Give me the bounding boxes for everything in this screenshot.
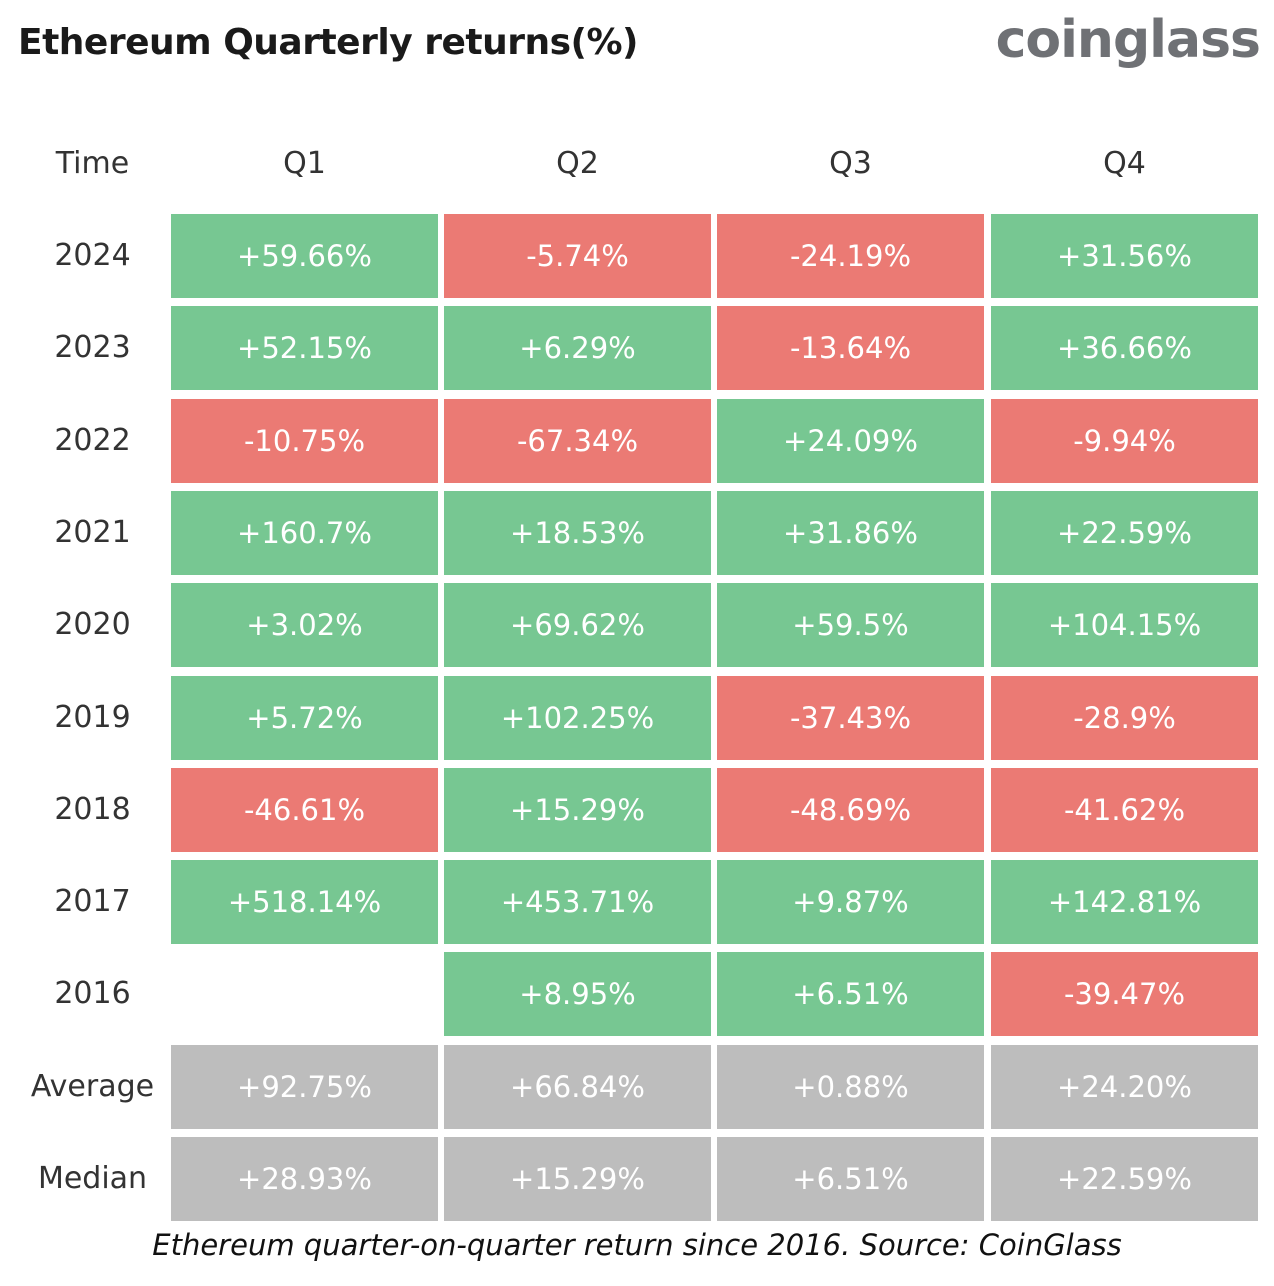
cell-2016-q3: +6.51% bbox=[717, 952, 984, 1036]
cell-2021-q4: +22.59% bbox=[991, 491, 1258, 575]
cell-2017-q4: +142.81% bbox=[991, 860, 1258, 944]
cell-2018-q2: +15.29% bbox=[444, 768, 711, 852]
cell-2022-q3: +24.09% bbox=[717, 399, 984, 483]
cell-2016-q4: -39.47% bbox=[991, 952, 1258, 1036]
cell-2020-q1: +3.02% bbox=[171, 583, 438, 667]
cell-2022-q4: -9.94% bbox=[991, 399, 1258, 483]
cell-average-q3: +0.88% bbox=[717, 1045, 984, 1129]
cell-median-q2: +15.29% bbox=[444, 1137, 711, 1221]
row-label-2021: 2021 bbox=[54, 515, 131, 550]
cell-2023-q1: +52.15% bbox=[171, 306, 438, 390]
figure-caption: Ethereum quarter-on-quarter return since… bbox=[152, 1228, 1122, 1262]
cell-2021-q1: +160.7% bbox=[171, 491, 438, 575]
row-label-median: Median bbox=[37, 1161, 148, 1196]
cell-2018-q3: -48.69% bbox=[717, 768, 984, 852]
cell-2024-q1: +59.66% bbox=[171, 214, 438, 298]
cell-average-q2: +66.84% bbox=[444, 1045, 711, 1129]
cell-2022-q2: -67.34% bbox=[444, 399, 711, 483]
cell-2020-q4: +104.15% bbox=[991, 583, 1258, 667]
cell-2019-q1: +5.72% bbox=[171, 676, 438, 760]
row-label-2016: 2016 bbox=[54, 976, 131, 1011]
row-label-2017: 2017 bbox=[54, 884, 131, 919]
cell-2019-q2: +102.25% bbox=[444, 676, 711, 760]
cell-2020-q2: +69.62% bbox=[444, 583, 711, 667]
corner-label-time: Time bbox=[55, 146, 130, 181]
column-header-q4: Q4 bbox=[1103, 146, 1146, 181]
cell-median-q4: +22.59% bbox=[991, 1137, 1258, 1221]
cell-2019-q4: -28.9% bbox=[991, 676, 1258, 760]
cell-2021-q3: +31.86% bbox=[717, 491, 984, 575]
chart-title: Ethereum Quarterly returns(%) bbox=[18, 22, 638, 63]
row-label-2019: 2019 bbox=[54, 700, 131, 735]
cell-median-q3: +6.51% bbox=[717, 1137, 984, 1221]
cell-average-q4: +24.20% bbox=[991, 1045, 1258, 1129]
column-header-q1: Q1 bbox=[283, 146, 326, 181]
cell-2021-q2: +18.53% bbox=[444, 491, 711, 575]
cell-2023-q4: +36.66% bbox=[991, 306, 1258, 390]
row-label-2022: 2022 bbox=[54, 423, 131, 458]
cell-2017-q2: +453.71% bbox=[444, 860, 711, 944]
column-header-q3: Q3 bbox=[829, 146, 872, 181]
coinglass-logo: coinglass bbox=[995, 10, 1261, 70]
row-label-2020: 2020 bbox=[54, 607, 131, 642]
row-label-2024: 2024 bbox=[54, 238, 131, 273]
column-header-q2: Q2 bbox=[556, 146, 599, 181]
cell-2016-q1 bbox=[171, 952, 438, 1036]
cell-2024-q2: -5.74% bbox=[444, 214, 711, 298]
row-label-2023: 2023 bbox=[54, 330, 131, 365]
row-label-average: Average bbox=[30, 1069, 155, 1104]
cell-2022-q1: -10.75% bbox=[171, 399, 438, 483]
cell-2018-q4: -41.62% bbox=[991, 768, 1258, 852]
cell-2023-q2: +6.29% bbox=[444, 306, 711, 390]
cell-2018-q1: -46.61% bbox=[171, 768, 438, 852]
cell-2020-q3: +59.5% bbox=[717, 583, 984, 667]
cell-2019-q3: -37.43% bbox=[717, 676, 984, 760]
cell-2024-q3: -24.19% bbox=[717, 214, 984, 298]
cell-2016-q2: +8.95% bbox=[444, 952, 711, 1036]
cell-median-q1: +28.93% bbox=[171, 1137, 438, 1221]
cell-2017-q1: +518.14% bbox=[171, 860, 438, 944]
row-label-2018: 2018 bbox=[54, 792, 131, 827]
cell-2023-q3: -13.64% bbox=[717, 306, 984, 390]
cell-2024-q4: +31.56% bbox=[991, 214, 1258, 298]
cell-average-q1: +92.75% bbox=[171, 1045, 438, 1129]
cell-2017-q3: +9.87% bbox=[717, 860, 984, 944]
